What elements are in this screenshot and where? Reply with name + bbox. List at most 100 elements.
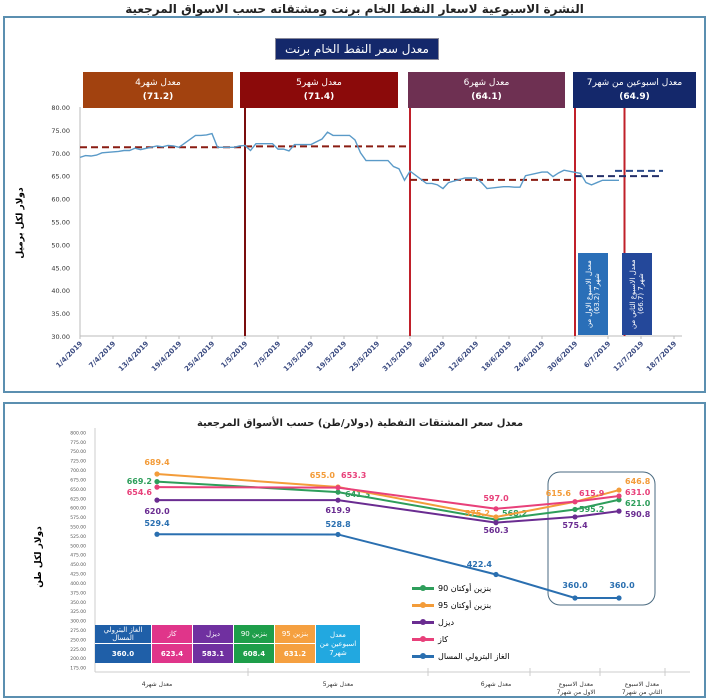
y-tick-label: 50.00 bbox=[51, 241, 70, 249]
data-point bbox=[616, 493, 622, 499]
data-point bbox=[572, 514, 578, 520]
data-label: 619.9 bbox=[325, 506, 351, 515]
legend-item: كاز bbox=[412, 631, 522, 648]
data-point bbox=[154, 497, 160, 503]
data-point bbox=[335, 489, 341, 495]
data-point bbox=[335, 485, 341, 491]
data-label: 529.4 bbox=[144, 519, 170, 528]
month-average-value: (64.9) bbox=[619, 92, 650, 102]
data-label: 615.6 bbox=[546, 489, 572, 498]
legend-label: بنزين أوكتان 90 bbox=[438, 584, 492, 593]
data-label: 646.8 bbox=[625, 477, 651, 486]
summary-header: كاز bbox=[152, 625, 192, 644]
data-label: 590.8 bbox=[625, 510, 651, 519]
data-label: 621.0 bbox=[625, 499, 651, 508]
y-tick-label: 550.00 bbox=[70, 524, 86, 530]
data-point bbox=[493, 571, 499, 578]
brent-price-chart: 80.00 75.00 70.00 65.00 60.00 55.00 50.00 45.00… bbox=[51, 72, 682, 373]
y-tick-label: 30.00 bbox=[51, 333, 70, 341]
category-label: معدل شهر6 bbox=[481, 681, 511, 688]
data-point bbox=[616, 508, 622, 514]
summary-header: الغاز البترولي المسال bbox=[95, 625, 151, 644]
data-point bbox=[616, 497, 622, 503]
legend-item: بنزين أوكتان 95 bbox=[412, 597, 522, 614]
y-tick-label: 375.00 bbox=[70, 590, 86, 596]
data-label: 422.4 bbox=[467, 560, 493, 569]
legend-swatch bbox=[412, 653, 434, 659]
y-tick-label: 275.00 bbox=[70, 628, 86, 634]
data-label: 615.9 bbox=[579, 489, 605, 498]
y-tick-label: 625.00 bbox=[70, 496, 86, 502]
chart-legend: بنزين أوكتان 90 بنزين أوكتان 95 ديزل كاز الغ… bbox=[412, 580, 522, 665]
brent-y-axis-label: دولار لكل برميل bbox=[15, 187, 26, 259]
legend-label: ديزل bbox=[438, 618, 455, 627]
summary-value: 608.4 bbox=[242, 649, 266, 658]
data-label: 641.3 bbox=[345, 490, 370, 499]
category-label: معدل الاسبوع الاول من شهر7 bbox=[557, 681, 596, 696]
month-average-box: معدل شهر6 (64.1) bbox=[408, 72, 565, 108]
legend-item: بنزين أوكتان 90 bbox=[412, 580, 522, 597]
data-point bbox=[493, 514, 499, 520]
data-label: 669.2 bbox=[127, 477, 152, 486]
month-average-value: (64.1) bbox=[471, 92, 502, 102]
data-point bbox=[154, 484, 160, 490]
summary-column: ديزل 583.1 bbox=[193, 625, 233, 663]
data-label: 560.3 bbox=[483, 526, 508, 535]
data-point bbox=[572, 595, 578, 601]
month-average-box: معدل شهر5 (71.4) bbox=[240, 72, 398, 108]
y-tick-label: 70.00 bbox=[51, 150, 70, 158]
data-point bbox=[154, 471, 160, 477]
y-tick-label: 725.00 bbox=[70, 459, 86, 465]
y-tick-label: 525.00 bbox=[70, 534, 86, 540]
highlight-box bbox=[547, 471, 656, 606]
summary-value: 623.4 bbox=[160, 649, 184, 658]
summary-value: 360.0 bbox=[111, 649, 135, 658]
y-tick-label: 400.00 bbox=[70, 581, 86, 587]
data-label: 654.6 bbox=[127, 488, 153, 497]
data-label: 360.0 bbox=[609, 581, 635, 590]
y-tick-label: 425.00 bbox=[70, 572, 86, 578]
data-point bbox=[616, 595, 622, 601]
y-tick-label: 35.00 bbox=[51, 310, 70, 318]
data-label: 360.0 bbox=[562, 581, 588, 590]
summary-column: بنزين 90 608.4 bbox=[234, 625, 274, 663]
month-average-value: (71.4) bbox=[303, 92, 335, 102]
month-average-label: معدل شهر4 bbox=[135, 78, 181, 88]
data-label: 631.0 bbox=[625, 488, 651, 497]
document-title: النشرة الاسبوعية لاسعار النفط الخام برنت… bbox=[125, 2, 584, 16]
brent-price-line bbox=[79, 131, 619, 190]
category-label: معدل الاسبوع الثاني من شهر7 bbox=[622, 681, 663, 696]
y-tick-label: 175.00 bbox=[70, 666, 86, 672]
data-point bbox=[616, 487, 622, 493]
data-label: 689.4 bbox=[144, 458, 170, 467]
data-point bbox=[572, 506, 578, 513]
brent-chart-title: معدل سعر النفط الخام برنت bbox=[275, 38, 439, 60]
y-tick-label: 80.00 bbox=[51, 104, 70, 112]
y-tick-label: 700.00 bbox=[70, 468, 86, 474]
data-label: 595.2 bbox=[579, 505, 604, 514]
legend-item: الغاز البترولي المسال bbox=[412, 648, 522, 665]
legend-label: كاز bbox=[438, 635, 449, 644]
data-point bbox=[154, 531, 160, 537]
two-week-summary-table: الغاز البترولي المسال 360.0 كاز 623.4 ديزل 58… bbox=[95, 625, 361, 663]
y-tick-label: 775.00 bbox=[70, 440, 86, 446]
data-point bbox=[335, 531, 341, 538]
data-point bbox=[493, 506, 499, 512]
legend-swatch bbox=[412, 602, 434, 608]
y-tick-label: 225.00 bbox=[70, 647, 86, 653]
y-tick-label: 40.00 bbox=[51, 287, 70, 295]
summary-column: كاز 623.4 bbox=[152, 625, 192, 663]
data-label: 655.0 bbox=[310, 471, 336, 480]
month-average-label: معدل اسبوعين من شهر7 bbox=[586, 78, 683, 88]
data-label: 620.0 bbox=[144, 507, 170, 516]
data-point bbox=[493, 520, 499, 526]
summary-row-label: معدل اسبوعين من شهر7 bbox=[316, 625, 360, 663]
data-label: 597.0 bbox=[483, 494, 509, 503]
y-tick-label: 575.00 bbox=[70, 515, 86, 521]
data-label: 653.3 bbox=[341, 471, 366, 480]
month-average-value: (71.2) bbox=[142, 92, 174, 102]
y-tick-label: 750.00 bbox=[70, 449, 86, 455]
y-tick-label: 475.00 bbox=[70, 553, 86, 559]
y-tick-label: 55.00 bbox=[51, 219, 70, 227]
